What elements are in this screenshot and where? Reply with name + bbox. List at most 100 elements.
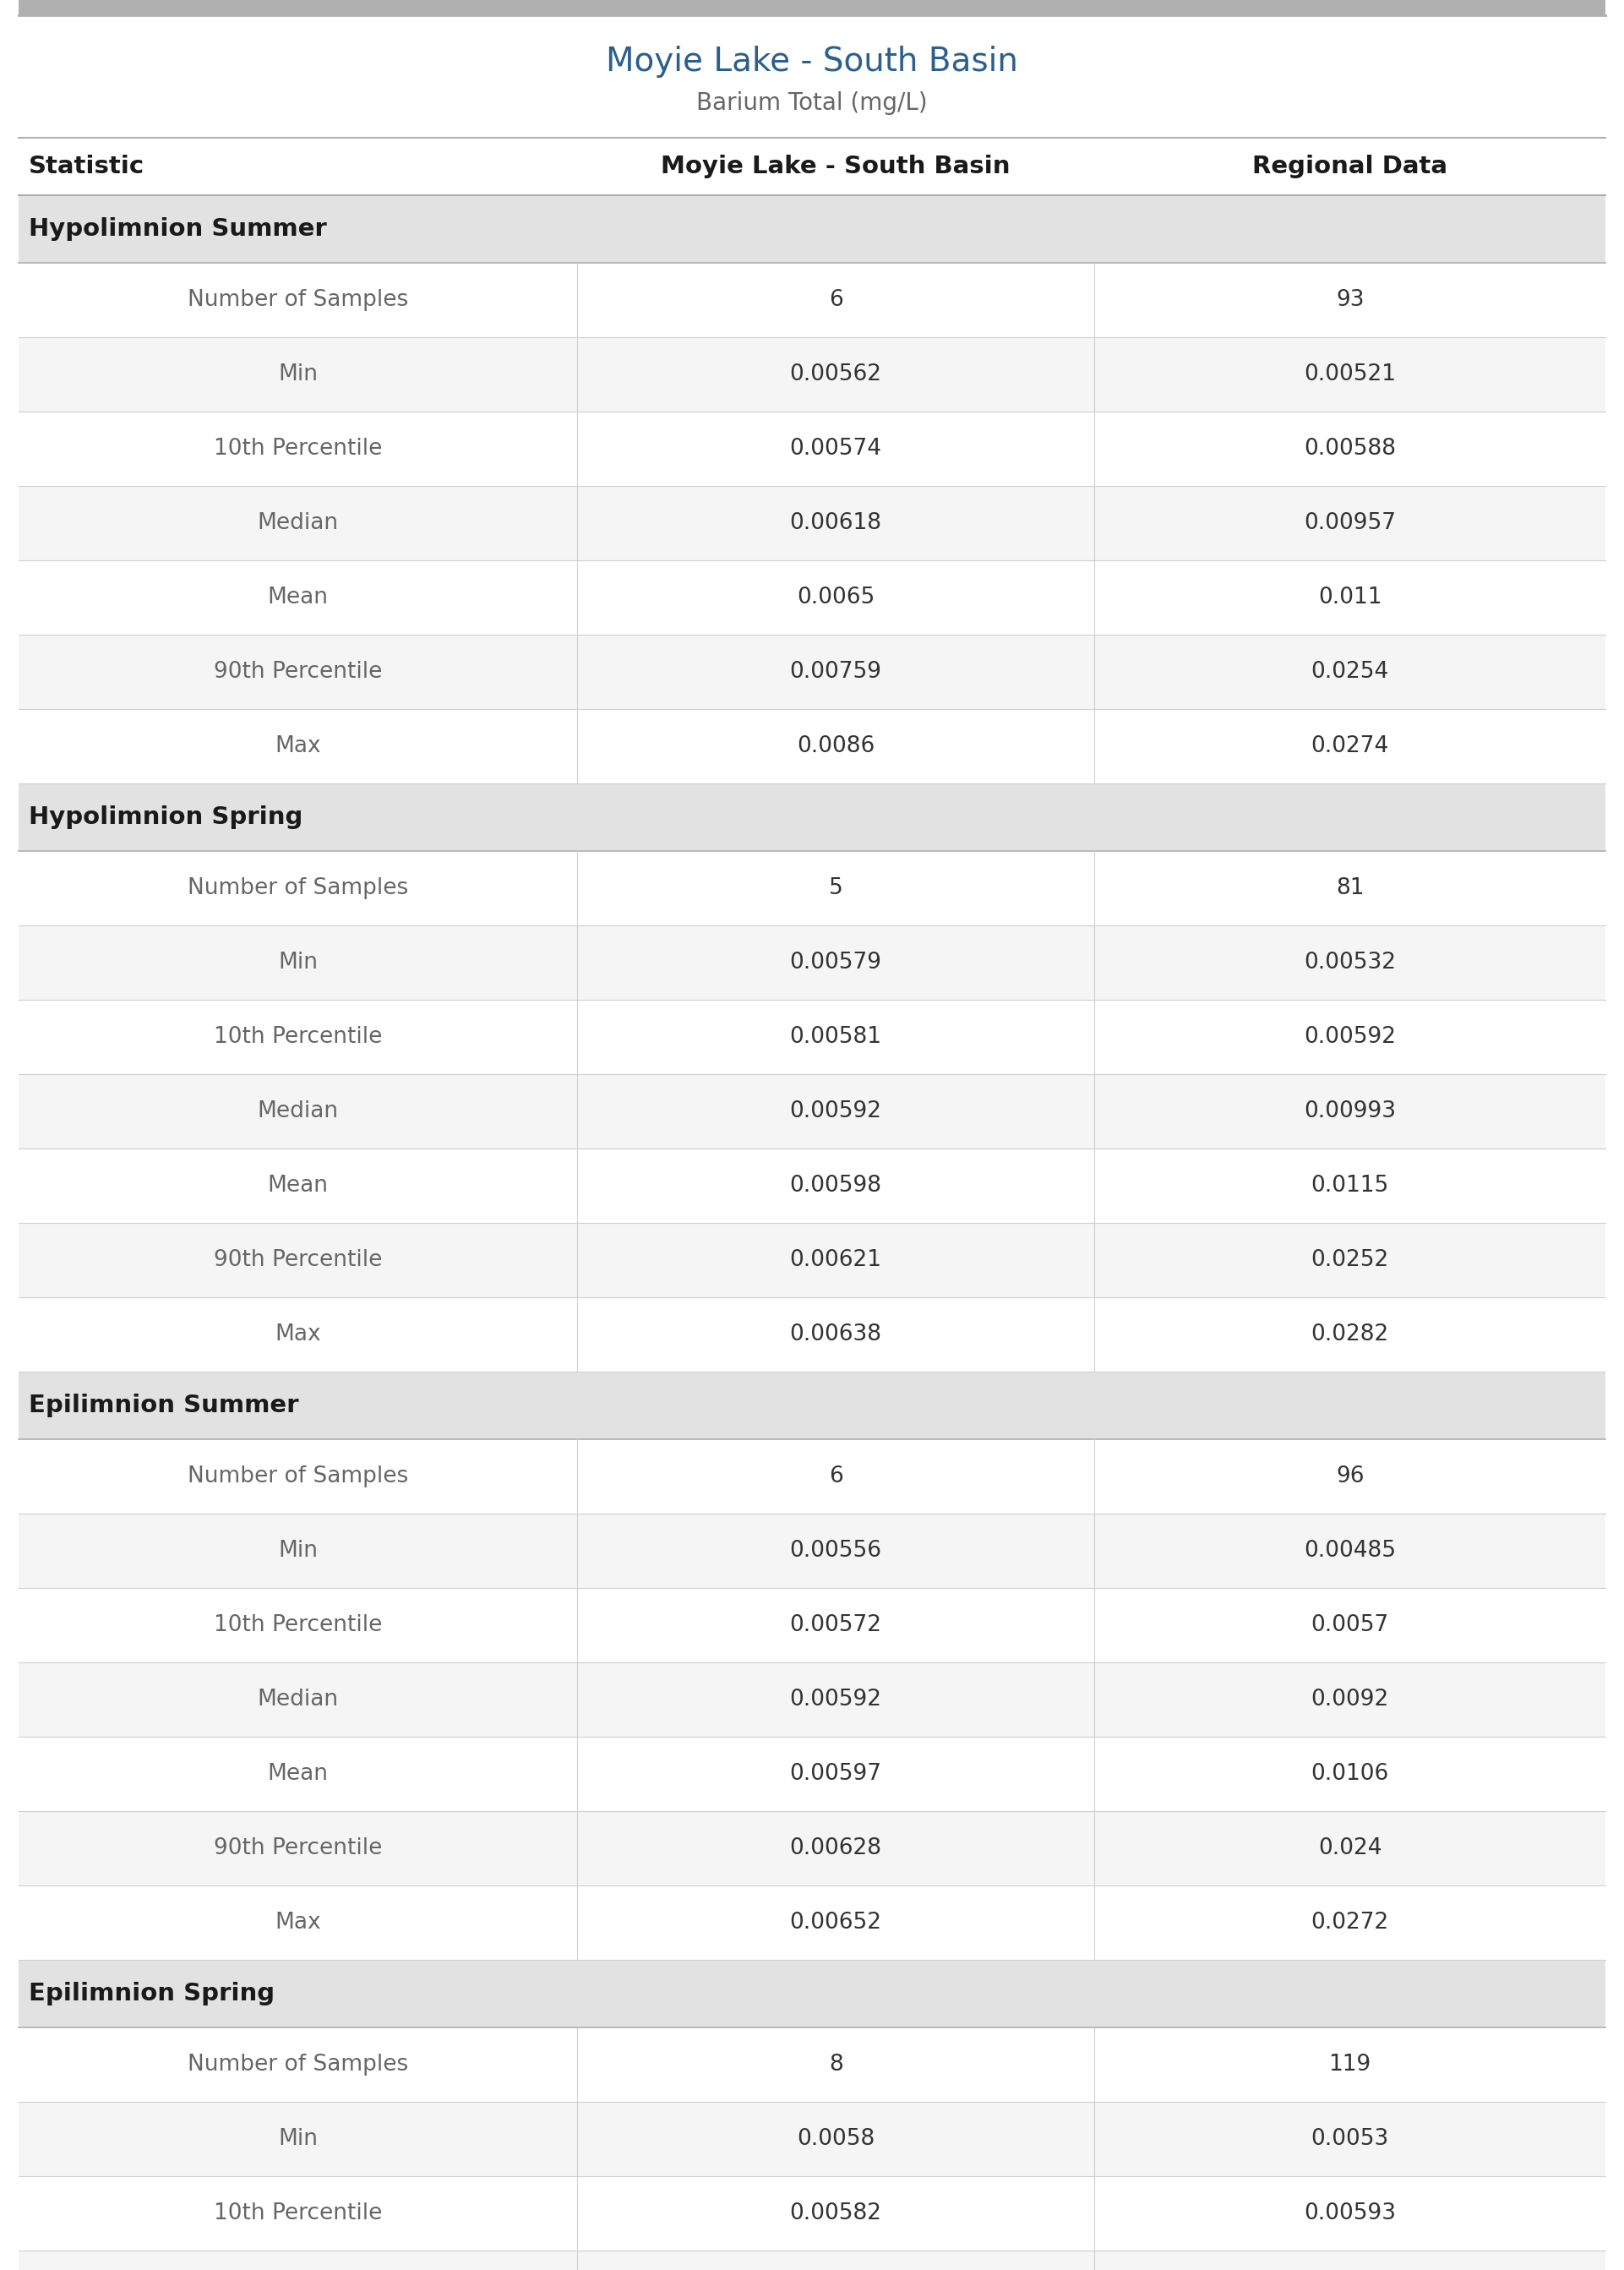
Text: Max: Max (274, 1323, 322, 1346)
Text: 0.00574: 0.00574 (789, 438, 882, 461)
Text: 0.00485: 0.00485 (1304, 1539, 1397, 1562)
Text: 0.00652: 0.00652 (789, 1911, 882, 1934)
Bar (18, 2177, 1606, 2250)
Text: 0.011: 0.011 (1319, 586, 1382, 608)
Text: 0.00592: 0.00592 (1304, 1026, 1397, 1049)
Bar (18, 1959, 1606, 2027)
Text: Min: Min (278, 951, 318, 974)
Text: 0.0115: 0.0115 (1311, 1174, 1389, 1196)
Text: 0.00957: 0.00957 (1304, 513, 1397, 533)
Bar (18, 561, 1606, 636)
Bar (18, 1514, 1606, 1589)
Text: 0.0057: 0.0057 (1311, 1614, 1389, 1637)
Text: 0.024: 0.024 (1319, 1836, 1382, 1859)
Bar (18, 999, 1606, 1074)
Text: 0.00597: 0.00597 (789, 1764, 882, 1784)
Text: 0.00592: 0.00592 (789, 1689, 882, 1712)
Text: Number of Samples: Number of Samples (187, 288, 408, 311)
Text: 6: 6 (828, 1466, 843, 1487)
Bar (18, 1886, 1606, 1959)
Bar (18, 0, 1606, 16)
Text: Hypolimnion Spring: Hypolimnion Spring (29, 806, 302, 829)
Text: Mean: Mean (268, 586, 328, 608)
Bar (18, 1371, 1606, 1439)
Text: Number of Samples: Number of Samples (187, 2054, 408, 2075)
Text: Median: Median (257, 1689, 338, 1712)
Bar (18, 1811, 1606, 1886)
Text: 0.0092: 0.0092 (1311, 1689, 1389, 1712)
Text: 0.0254: 0.0254 (1311, 661, 1389, 683)
Bar (18, 926, 1606, 999)
Bar (18, 195, 1606, 263)
Text: 0.00628: 0.00628 (789, 1836, 882, 1859)
Text: 0.0065: 0.0065 (797, 586, 875, 608)
Bar (18, 338, 1606, 411)
Text: Min: Min (278, 2127, 318, 2150)
Text: Moyie Lake - South Basin: Moyie Lake - South Basin (606, 45, 1018, 77)
Text: 0.00588: 0.00588 (1304, 438, 1397, 461)
Text: 0.0053: 0.0053 (1311, 2127, 1389, 2150)
Text: 0.00993: 0.00993 (1304, 1101, 1397, 1121)
Text: 0.0106: 0.0106 (1311, 1764, 1389, 1784)
Bar (18, 2102, 1606, 2177)
Text: Min: Min (278, 363, 318, 386)
Text: Epilimnion Spring: Epilimnion Spring (29, 1982, 274, 2004)
Text: 93: 93 (1337, 288, 1364, 311)
Text: Mean: Mean (268, 1174, 328, 1196)
Bar (18, 851, 1606, 926)
Text: 96: 96 (1337, 1466, 1364, 1487)
Text: 90th Percentile: 90th Percentile (214, 661, 382, 683)
Text: 10th Percentile: 10th Percentile (214, 438, 382, 461)
Text: 0.00759: 0.00759 (789, 661, 882, 683)
Text: 81: 81 (1337, 876, 1364, 899)
Text: 0.00618: 0.00618 (789, 513, 882, 533)
Bar (18, 2250, 1606, 2270)
Bar (18, 1439, 1606, 1514)
Text: Hypolimnion Summer: Hypolimnion Summer (29, 218, 326, 241)
Text: 10th Percentile: 10th Percentile (214, 1614, 382, 1637)
Bar (18, 1224, 1606, 1296)
Text: Epilimnion Summer: Epilimnion Summer (29, 1394, 299, 1416)
Text: 0.00638: 0.00638 (789, 1323, 882, 1346)
Text: Median: Median (257, 513, 338, 533)
Text: Statistic: Statistic (29, 154, 145, 179)
Text: Max: Max (274, 735, 322, 758)
Text: Median: Median (257, 1101, 338, 1121)
Text: 0.0272: 0.0272 (1311, 1911, 1389, 1934)
Bar (18, 411, 1606, 486)
Text: 90th Percentile: 90th Percentile (214, 1836, 382, 1859)
Bar (18, 263, 1606, 338)
Bar (18, 1662, 1606, 1737)
Text: 0.00579: 0.00579 (789, 951, 882, 974)
Text: 0.0058: 0.0058 (797, 2127, 875, 2150)
Text: 0.00572: 0.00572 (789, 1614, 882, 1637)
Text: 0.0274: 0.0274 (1311, 735, 1389, 758)
Text: 0.00598: 0.00598 (789, 1174, 882, 1196)
Text: 0.00621: 0.00621 (789, 1249, 882, 1271)
Text: 0.0086: 0.0086 (797, 735, 875, 758)
Bar (18, 2027, 1606, 2102)
Text: Max: Max (274, 1911, 322, 1934)
Text: 0.00532: 0.00532 (1304, 951, 1397, 974)
Text: 0.00582: 0.00582 (789, 2202, 882, 2225)
Bar (18, 486, 1606, 561)
Text: Barium Total (mg/L): Barium Total (mg/L) (697, 91, 927, 116)
Bar (18, 708, 1606, 783)
Text: 10th Percentile: 10th Percentile (214, 1026, 382, 1049)
Text: 0.00556: 0.00556 (789, 1539, 882, 1562)
Text: 0.00581: 0.00581 (789, 1026, 882, 1049)
Text: Number of Samples: Number of Samples (187, 1466, 408, 1487)
Text: 10th Percentile: 10th Percentile (214, 2202, 382, 2225)
Text: 0.0252: 0.0252 (1311, 1249, 1389, 1271)
Text: 8: 8 (828, 2054, 843, 2075)
Bar (18, 636, 1606, 708)
Text: Number of Samples: Number of Samples (187, 876, 408, 899)
Text: 0.00562: 0.00562 (789, 363, 882, 386)
Text: 119: 119 (1328, 2054, 1371, 2075)
Bar (18, 1737, 1606, 1811)
Bar (18, 138, 1606, 195)
Bar (18, 1074, 1606, 1149)
Text: 0.00592: 0.00592 (789, 1101, 882, 1121)
Bar (18, 1589, 1606, 1662)
Text: 0.0282: 0.0282 (1311, 1323, 1389, 1346)
